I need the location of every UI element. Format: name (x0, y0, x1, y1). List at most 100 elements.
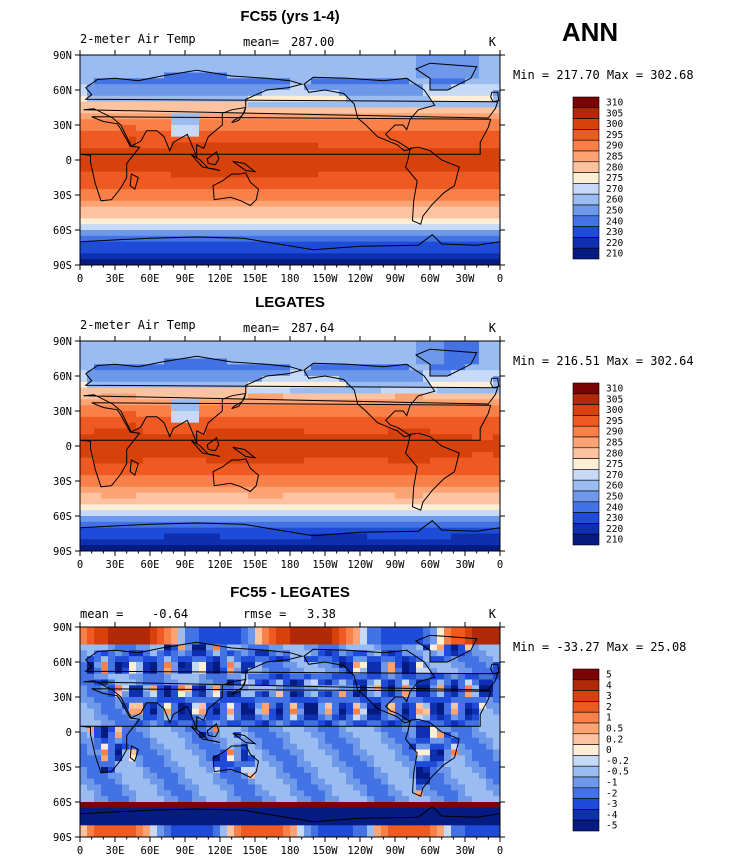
field-cell (388, 101, 396, 109)
field-cell (164, 632, 172, 640)
field-cell (297, 533, 305, 540)
field-cell (437, 189, 445, 196)
field-cell (416, 481, 424, 488)
field-cell (206, 411, 214, 418)
field-cell (290, 405, 298, 412)
field-cell (458, 486, 466, 494)
field-cell (290, 381, 298, 389)
field-cell (374, 341, 382, 348)
field-cell (304, 475, 312, 482)
field-cell (437, 463, 445, 470)
field-cell (332, 486, 340, 494)
field-cell (157, 422, 165, 430)
field-cell (248, 364, 256, 371)
field-cell (311, 644, 319, 651)
field-cell (290, 533, 298, 540)
colorbar-label: 300 (606, 119, 623, 130)
field-cell (458, 457, 466, 465)
field-cell (325, 218, 333, 225)
field-cell (479, 142, 487, 149)
field-cell (465, 498, 473, 505)
field-cell (129, 84, 137, 91)
field-cell (101, 510, 109, 517)
field-cell (262, 428, 270, 435)
field-cell (262, 475, 270, 482)
field-cell (437, 376, 445, 383)
field-cell (94, 160, 102, 167)
field-cell (115, 60, 123, 68)
field-cell (150, 60, 158, 68)
field-cell (472, 200, 480, 208)
field-cell (437, 475, 445, 482)
field-cell (416, 230, 424, 237)
mean-label: mean= (243, 321, 279, 335)
field-cell (395, 253, 403, 260)
field-cell (311, 451, 319, 459)
field-cell (374, 90, 382, 97)
field-cell (339, 440, 347, 447)
field-cell (311, 627, 319, 634)
field-cell (493, 481, 500, 488)
field-cell (199, 428, 207, 435)
field-cell (276, 504, 284, 511)
field-cell (451, 650, 459, 657)
field-cell (465, 521, 473, 529)
field-cell (269, 101, 277, 109)
field-cell (157, 125, 165, 132)
field-cell (402, 218, 410, 225)
field-cell (374, 352, 382, 360)
field-cell (374, 422, 382, 430)
field-cell (472, 463, 480, 470)
field-cell (332, 492, 340, 500)
field-cell (185, 78, 193, 85)
field-cell (374, 446, 382, 453)
field-cell (493, 364, 500, 371)
field-cell (486, 253, 494, 260)
field-cell (367, 230, 375, 237)
field-cell (150, 218, 158, 225)
field-cell (129, 358, 137, 365)
field-cell (367, 475, 375, 482)
field-cell (388, 247, 396, 254)
field-cell (416, 644, 424, 651)
field-cell (339, 521, 347, 529)
field-cell (178, 492, 186, 500)
field-cell (332, 259, 340, 265)
field-cell (206, 527, 214, 535)
field-cell (108, 364, 116, 371)
field-cell (241, 247, 249, 254)
field-cell (472, 627, 480, 634)
field-cell (164, 638, 172, 646)
field-cell (353, 78, 361, 85)
field-cell (101, 498, 109, 505)
field-cell (185, 411, 193, 418)
field-cell (220, 206, 228, 214)
field-cell (381, 224, 389, 231)
field-cell (115, 422, 123, 430)
field-cell (388, 107, 396, 114)
field-cell (346, 422, 354, 430)
field-cell (255, 95, 263, 103)
field-cell (234, 469, 242, 476)
field-cell (248, 638, 256, 646)
field-cell (311, 475, 319, 482)
field-cell (164, 521, 172, 529)
field-cell (80, 492, 88, 500)
field-cell (108, 346, 116, 354)
field-cell (192, 504, 200, 511)
field-cell (437, 212, 445, 219)
field-cell (185, 481, 193, 488)
field-cell (395, 492, 403, 500)
colorbar-label: 210 (606, 535, 623, 546)
field-cell (374, 510, 382, 517)
field-cell (164, 416, 172, 424)
field-cell (206, 492, 214, 500)
field-cell (395, 370, 403, 377)
field-cell (325, 160, 333, 167)
field-cell (262, 60, 270, 68)
field-cell (234, 78, 242, 85)
field-cell (164, 218, 172, 225)
colorbar-label: 295 (606, 416, 623, 427)
field-cell (402, 376, 410, 383)
field-cell (276, 521, 284, 529)
